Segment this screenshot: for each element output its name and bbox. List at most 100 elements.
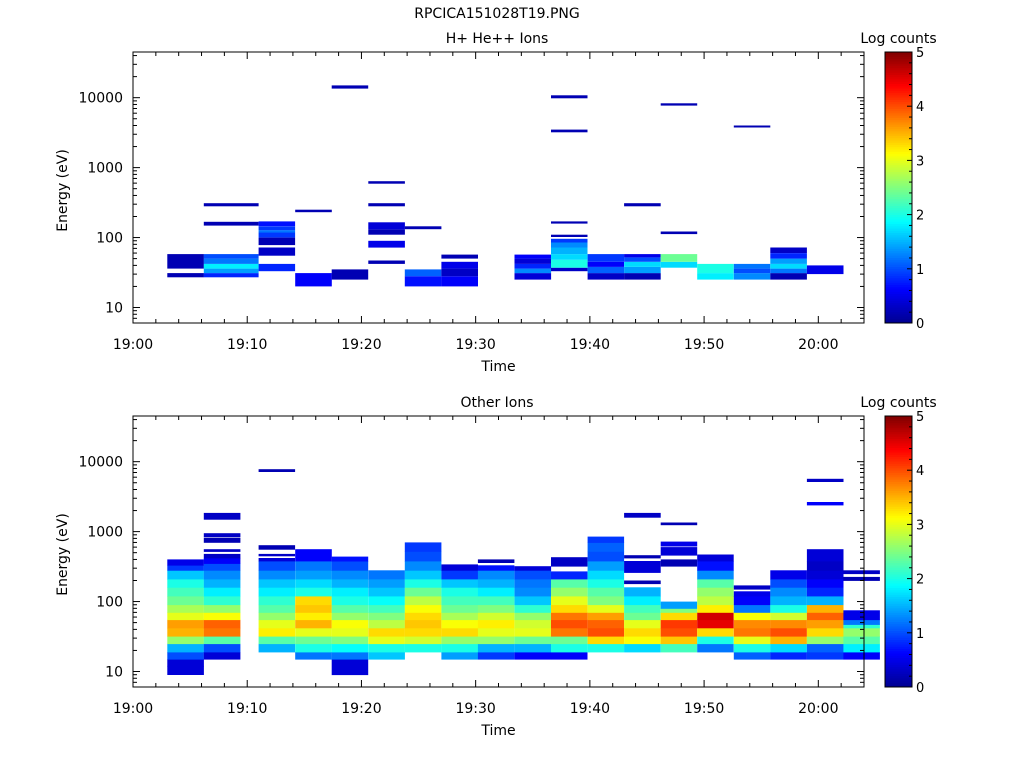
colorbar-swatch — [885, 508, 912, 512]
heatmap-cell — [587, 604, 625, 613]
heatmap-cell — [441, 652, 478, 660]
heatmap-cell — [733, 263, 771, 269]
colorbar-swatch — [885, 171, 912, 175]
heatmap-cell — [770, 612, 807, 621]
heatmap-cell — [331, 604, 369, 613]
colorbar-swatch — [885, 67, 912, 71]
heatmap-cell — [167, 254, 204, 269]
colorbar-swatch — [885, 90, 912, 94]
colorbar-swatch — [885, 79, 912, 82]
heatmap-cell — [258, 636, 296, 645]
heatmap-cell — [477, 652, 515, 660]
heatmap-cell — [167, 559, 204, 566]
colorbar-swatch — [885, 146, 912, 150]
heatmap-cell — [514, 263, 552, 269]
colorbar-swatch — [885, 277, 912, 281]
colorbar-tick-label: 4 — [916, 100, 924, 115]
heatmap-cell — [733, 643, 771, 653]
heatmap-cell — [624, 580, 661, 585]
heatmap-cell — [624, 612, 661, 621]
colorbar-swatch — [885, 185, 912, 188]
heatmap-cell — [477, 579, 515, 588]
colorbar-swatch — [885, 576, 912, 579]
heatmap-cells — [167, 469, 880, 676]
heatmap-cell — [624, 627, 661, 637]
colorbar-tick-label: 5 — [916, 46, 924, 61]
colorbar-swatch — [885, 671, 912, 674]
heatmap-cell — [331, 570, 369, 580]
colorbar-swatch — [885, 106, 912, 109]
colorbar-swatch — [885, 273, 912, 276]
y-tick-label: 10000 — [78, 91, 123, 107]
colorbar-swatch — [885, 650, 912, 654]
heatmap-cell — [551, 247, 588, 255]
colorbar-swatch — [885, 126, 912, 130]
heatmap-cell — [587, 619, 625, 629]
heatmap-cell — [258, 230, 296, 233]
heatmap-cell — [660, 261, 698, 268]
colorbar-tick-label: 3 — [916, 518, 924, 533]
colorbar-swatch — [885, 97, 912, 100]
heatmap-cell — [368, 570, 405, 580]
colorbar-swatch — [885, 445, 912, 449]
heatmap-cell — [295, 604, 332, 613]
heatmap-cell — [331, 636, 369, 645]
colorbar-swatch — [885, 58, 912, 62]
heatmap-cell — [660, 643, 698, 653]
colorbar-swatch — [885, 646, 912, 650]
heatmap-cell — [441, 612, 478, 621]
colorbar-swatch — [885, 587, 912, 591]
heatmap-cell — [770, 253, 807, 259]
colorbar-swatch — [885, 169, 912, 173]
heatmap-cell — [587, 587, 625, 597]
heatmap-cell — [551, 95, 588, 99]
heatmap-cell — [770, 596, 807, 606]
colorbar-swatch — [885, 556, 912, 559]
heatmap-cell — [203, 604, 241, 613]
colorbar-swatch — [885, 63, 912, 66]
colorbar-swatch — [885, 596, 912, 600]
heatmap-cell — [441, 636, 478, 645]
x-tick-label: 19:10 — [227, 701, 267, 717]
heatmap-cell — [660, 522, 698, 526]
colorbar-swatch — [885, 131, 912, 134]
colorbar-swatch — [885, 203, 912, 206]
heatmap-cell — [203, 612, 241, 621]
heatmap-cell — [551, 129, 588, 133]
heatmap-cell — [660, 103, 698, 106]
heatmap-cell — [368, 619, 405, 629]
heatmap-cell — [258, 579, 296, 588]
colorbar-swatch — [885, 571, 912, 575]
heatmap-cell — [770, 263, 807, 269]
heatmap-cell — [203, 587, 241, 597]
y-tick-label: 10 — [105, 664, 123, 680]
x-tick-label: 19:10 — [227, 337, 267, 353]
heatmap-cell — [551, 242, 588, 248]
heatmap-cell — [368, 604, 405, 613]
colorbar-swatch — [885, 558, 912, 561]
heatmap-cell — [258, 226, 296, 231]
x-axis-label: Time — [480, 723, 515, 739]
colorbar-swatch — [885, 612, 912, 616]
colorbar-swatch — [885, 320, 912, 324]
colorbar-swatch — [885, 228, 912, 231]
colorbar-swatch — [885, 313, 912, 317]
colorbar-swatch — [885, 295, 912, 299]
heatmap-cell — [770, 627, 807, 637]
colorbar-swatch — [885, 212, 912, 215]
colorbar-swatch — [885, 304, 912, 308]
colorbar-swatch — [885, 635, 912, 638]
heatmap-cell — [624, 266, 661, 274]
heatmap-cell — [477, 596, 515, 606]
colorbar-swatch — [885, 286, 912, 290]
colorbar-swatch — [885, 528, 912, 532]
heatmap-cell — [258, 553, 296, 557]
colorbar-swatch — [885, 461, 912, 464]
colorbar-swatch — [885, 510, 912, 514]
heatmap-cell — [697, 604, 734, 613]
colorbar-swatch — [885, 117, 912, 121]
colorbar-swatch — [885, 440, 912, 444]
heatmap-cell — [295, 627, 332, 637]
colorbar-swatch — [885, 537, 912, 541]
heatmap-cell — [697, 273, 734, 280]
